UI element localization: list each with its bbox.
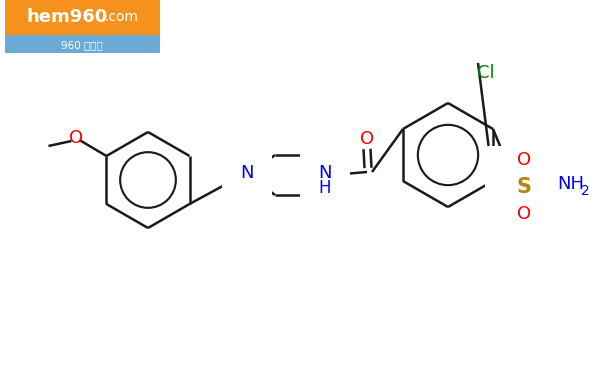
Text: N: N	[318, 164, 332, 182]
Text: N: N	[240, 164, 253, 182]
Text: C: C	[9, 2, 33, 33]
Text: O: O	[517, 151, 531, 169]
Text: H: H	[319, 179, 332, 197]
Text: hem960: hem960	[27, 8, 108, 26]
FancyBboxPatch shape	[5, 0, 160, 35]
Text: S: S	[517, 177, 532, 197]
Text: .com: .com	[105, 10, 139, 24]
Text: Cl: Cl	[477, 64, 495, 82]
Text: O: O	[517, 205, 531, 223]
Text: NH: NH	[557, 175, 584, 193]
Text: 960 化工网: 960 化工网	[61, 40, 103, 50]
Text: 2: 2	[581, 184, 590, 198]
Text: O: O	[360, 130, 374, 148]
Text: O: O	[70, 129, 83, 147]
FancyBboxPatch shape	[5, 35, 160, 53]
